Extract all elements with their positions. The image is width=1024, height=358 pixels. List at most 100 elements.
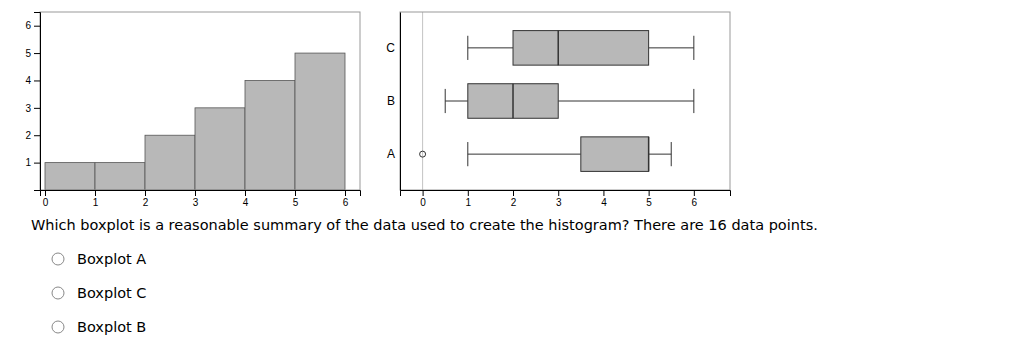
tick-label: 4 xyxy=(25,75,31,86)
tick: 5 xyxy=(25,48,40,59)
radio-button xyxy=(52,287,64,299)
radio-button xyxy=(52,253,64,265)
box xyxy=(468,84,558,119)
whisker xyxy=(468,154,581,155)
canvas: 0 1 2 3 4 5 6 1 2 3 4 5 6 0 1 2 3 4 5 6 C B A Which boxplot is … xyxy=(0,0,1024,358)
whisker xyxy=(649,154,672,155)
tick-label: 0 xyxy=(43,197,49,208)
median-line xyxy=(512,84,514,119)
tick-label: 5 xyxy=(646,197,652,208)
histogram-bar xyxy=(195,108,245,190)
tick-label: 1 xyxy=(93,197,99,208)
tick-mark xyxy=(423,190,424,196)
whisker-cap xyxy=(671,142,672,166)
tick-mark xyxy=(34,135,40,136)
choice: Boxplot B xyxy=(77,319,146,335)
whisker xyxy=(649,47,694,48)
tick-label: 6 xyxy=(343,197,349,208)
histogram-bar xyxy=(295,53,345,190)
tick: 3 xyxy=(25,103,40,114)
histogram-bar xyxy=(95,163,145,190)
y-axis: 1 2 3 4 5 6 xyxy=(25,13,40,191)
tick-mark xyxy=(95,190,96,196)
tick-mark xyxy=(34,163,40,164)
tick: 2 xyxy=(25,130,40,141)
question: Which boxplot is a reasonable summary of… xyxy=(31,217,818,233)
tick-label: 3 xyxy=(25,103,31,114)
boxplot xyxy=(420,137,672,172)
tick-label: 2 xyxy=(25,130,31,141)
whisker-cap xyxy=(467,142,468,166)
tick: 0 xyxy=(43,190,49,208)
tick-mark xyxy=(649,190,650,196)
tick: C xyxy=(386,41,400,55)
tick: 0 xyxy=(420,190,426,208)
whisker-cap xyxy=(693,36,694,60)
plot-frame xyxy=(400,12,730,190)
histogram-bar xyxy=(45,163,95,190)
axis-line xyxy=(41,191,361,197)
tick: 4 xyxy=(243,190,249,208)
tick-mark xyxy=(603,190,604,196)
boxplots xyxy=(420,12,694,190)
tick-label: 3 xyxy=(193,197,199,208)
histogram-bar xyxy=(145,135,195,190)
tick: 3 xyxy=(556,190,562,208)
whisker-cap xyxy=(693,89,694,113)
tick-label: B xyxy=(387,94,395,108)
tick-mark xyxy=(468,190,469,196)
tick-mark xyxy=(45,190,46,196)
tick: 4 xyxy=(25,75,40,86)
tick-label: 4 xyxy=(243,197,249,208)
tick: 6 xyxy=(25,20,40,31)
x-axis: 0 1 2 3 4 5 6 xyxy=(41,190,361,208)
tick-label: 6 xyxy=(692,197,698,208)
tick-label: 5 xyxy=(25,48,31,59)
tick: 3 xyxy=(193,190,199,208)
y-axis: C B A xyxy=(386,13,400,191)
tick-label: 2 xyxy=(511,197,517,208)
tick-mark xyxy=(34,108,40,109)
histogram-bar xyxy=(245,80,295,190)
axis-line xyxy=(401,191,731,197)
tick-label: 4 xyxy=(601,197,607,208)
reference-line xyxy=(422,12,423,190)
tick: 2 xyxy=(511,190,517,208)
tick-label: 3 xyxy=(556,197,562,208)
tick-label: 2 xyxy=(143,197,149,208)
plot-frame xyxy=(40,12,360,190)
tick: A xyxy=(387,147,400,161)
tick-mark xyxy=(345,190,346,196)
whisker xyxy=(558,101,694,102)
choice: Boxplot C xyxy=(77,285,146,301)
tick: 2 xyxy=(143,190,149,208)
tick: 1 xyxy=(25,157,40,168)
whisker xyxy=(468,47,513,48)
tick-mark xyxy=(245,190,246,196)
histogram-bars xyxy=(45,53,345,190)
tick-mark xyxy=(513,190,514,196)
tick-mark xyxy=(34,53,40,54)
median-line xyxy=(648,137,650,172)
tick: 5 xyxy=(646,190,652,208)
tick-mark xyxy=(145,190,146,196)
tick-label: 0 xyxy=(420,197,426,208)
tick: 6 xyxy=(692,190,698,208)
tick-mark xyxy=(558,190,559,196)
flier xyxy=(420,151,426,157)
radio-button xyxy=(52,321,64,333)
tick-mark xyxy=(195,190,196,196)
tick-label: 1 xyxy=(466,197,472,208)
whisker xyxy=(445,101,468,102)
axis-line xyxy=(400,13,401,191)
tick-label: A xyxy=(387,147,395,161)
tick: 5 xyxy=(293,190,299,208)
tick-label: 1 xyxy=(25,157,31,168)
median-line xyxy=(557,31,559,66)
tick-mark xyxy=(34,80,40,81)
tick-mark xyxy=(694,190,695,196)
tick-mark xyxy=(295,190,296,196)
boxplot xyxy=(468,31,694,66)
tick: B xyxy=(387,94,400,108)
tick: 6 xyxy=(343,190,349,208)
